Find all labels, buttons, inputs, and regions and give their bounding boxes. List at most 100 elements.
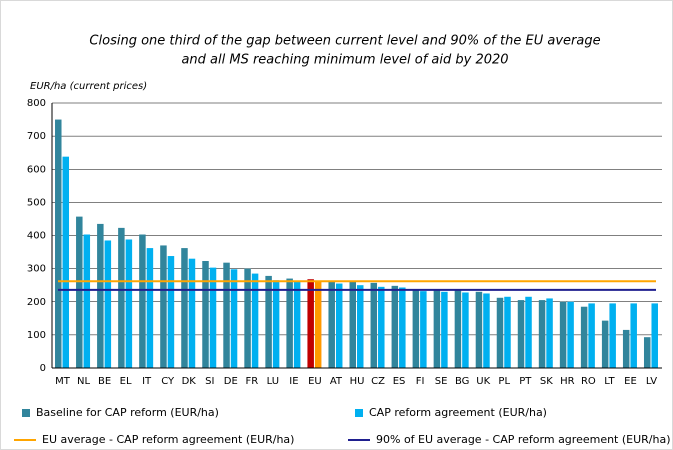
bar (504, 296, 511, 368)
bar (622, 329, 630, 368)
bar (335, 283, 343, 368)
bar (230, 269, 238, 368)
x-tick-label: RO (581, 376, 596, 387)
bar (97, 223, 104, 368)
chart-title: Closing one third of the gap between cur… (89, 34, 600, 49)
bar (55, 119, 62, 368)
bar (118, 227, 125, 368)
bar (307, 279, 314, 368)
bar (391, 285, 399, 368)
bar (83, 234, 91, 368)
bar (146, 248, 154, 368)
legend-label: EU average - CAP reform agreement (EUR/h… (42, 433, 294, 446)
x-tick-label: IE (289, 376, 298, 387)
y-axis-label: EUR/ha (current prices) (30, 81, 147, 92)
x-tick-label: PL (498, 376, 510, 387)
bar (314, 281, 322, 368)
bar (559, 301, 567, 368)
x-tick-label: UK (476, 376, 490, 387)
legend-label: Baseline for CAP reform (EUR/ha) (36, 406, 219, 419)
bar (546, 298, 553, 368)
bar (517, 300, 525, 368)
x-tick-label: HR (560, 376, 575, 387)
y-tick-label: 800 (27, 98, 46, 109)
bar (420, 291, 427, 368)
bar (160, 245, 167, 368)
bar (580, 306, 588, 368)
bar (223, 262, 230, 368)
bar (588, 303, 595, 368)
bar (139, 234, 146, 368)
bar (62, 156, 70, 368)
x-tick-label: ES (393, 376, 406, 387)
bar (462, 292, 469, 368)
bar (286, 278, 293, 368)
bar (630, 303, 637, 368)
y-tick-label: 700 (27, 131, 46, 142)
x-tick-label: AT (330, 376, 343, 387)
x-tick-label: HU (350, 376, 365, 387)
bar (125, 239, 133, 368)
bar (209, 267, 217, 368)
x-tick-label: EE (624, 376, 637, 387)
x-tick-label: PT (519, 376, 532, 387)
x-tick-label: FI (416, 376, 425, 387)
bar (181, 248, 188, 368)
bar (643, 337, 651, 368)
bar (357, 285, 364, 368)
bar (265, 275, 272, 368)
bar (399, 287, 406, 368)
x-tick-label: LU (267, 376, 279, 387)
bar (441, 291, 448, 368)
bar (202, 261, 209, 368)
bar (496, 297, 504, 368)
y-tick-label: 300 (27, 264, 46, 275)
x-tick-label: BE (98, 376, 111, 387)
bar (651, 303, 658, 368)
bar (567, 301, 574, 368)
y-tick-label: 500 (27, 197, 46, 208)
bar (454, 290, 462, 368)
bar (433, 289, 441, 368)
y-tick-label: 100 (27, 330, 46, 341)
y-tick-label: 0 (40, 363, 46, 374)
chart-title: and all MS reaching minimum level of aid… (181, 53, 508, 68)
bar (349, 281, 356, 368)
bar (104, 240, 112, 368)
x-tick-label: LT (604, 376, 615, 387)
bar (244, 268, 251, 368)
bar (483, 293, 490, 368)
x-tick-label: DK (182, 376, 197, 387)
x-tick-label: SK (540, 376, 553, 387)
x-tick-label: CZ (371, 376, 385, 387)
legend-label: CAP reform agreement (EUR/ha) (369, 406, 547, 419)
x-tick-label: BG (455, 376, 469, 387)
bar (76, 216, 83, 368)
bar (601, 320, 609, 368)
bar (378, 286, 385, 368)
bar (167, 256, 175, 368)
y-tick-label: 400 (27, 231, 46, 242)
x-tick-label: NL (77, 376, 90, 387)
bar (272, 280, 280, 368)
x-tick-label: DE (224, 376, 238, 387)
x-tick-label: EU (308, 376, 322, 387)
x-tick-label: EL (120, 376, 132, 387)
legend-label: 90% of EU average - CAP reform agreement… (376, 433, 671, 446)
x-tick-label: CY (161, 376, 175, 387)
bar (370, 282, 378, 368)
bar (328, 281, 335, 368)
bar (412, 289, 420, 368)
bar (251, 273, 259, 368)
bar (475, 291, 483, 368)
bar (525, 296, 532, 368)
x-tick-label: MT (55, 376, 71, 387)
legend-marker (22, 409, 30, 417)
legend-marker (355, 409, 363, 417)
x-tick-label: SE (435, 376, 448, 387)
x-tick-label: IT (142, 376, 152, 387)
bar (188, 258, 196, 368)
y-tick-label: 600 (27, 164, 46, 175)
